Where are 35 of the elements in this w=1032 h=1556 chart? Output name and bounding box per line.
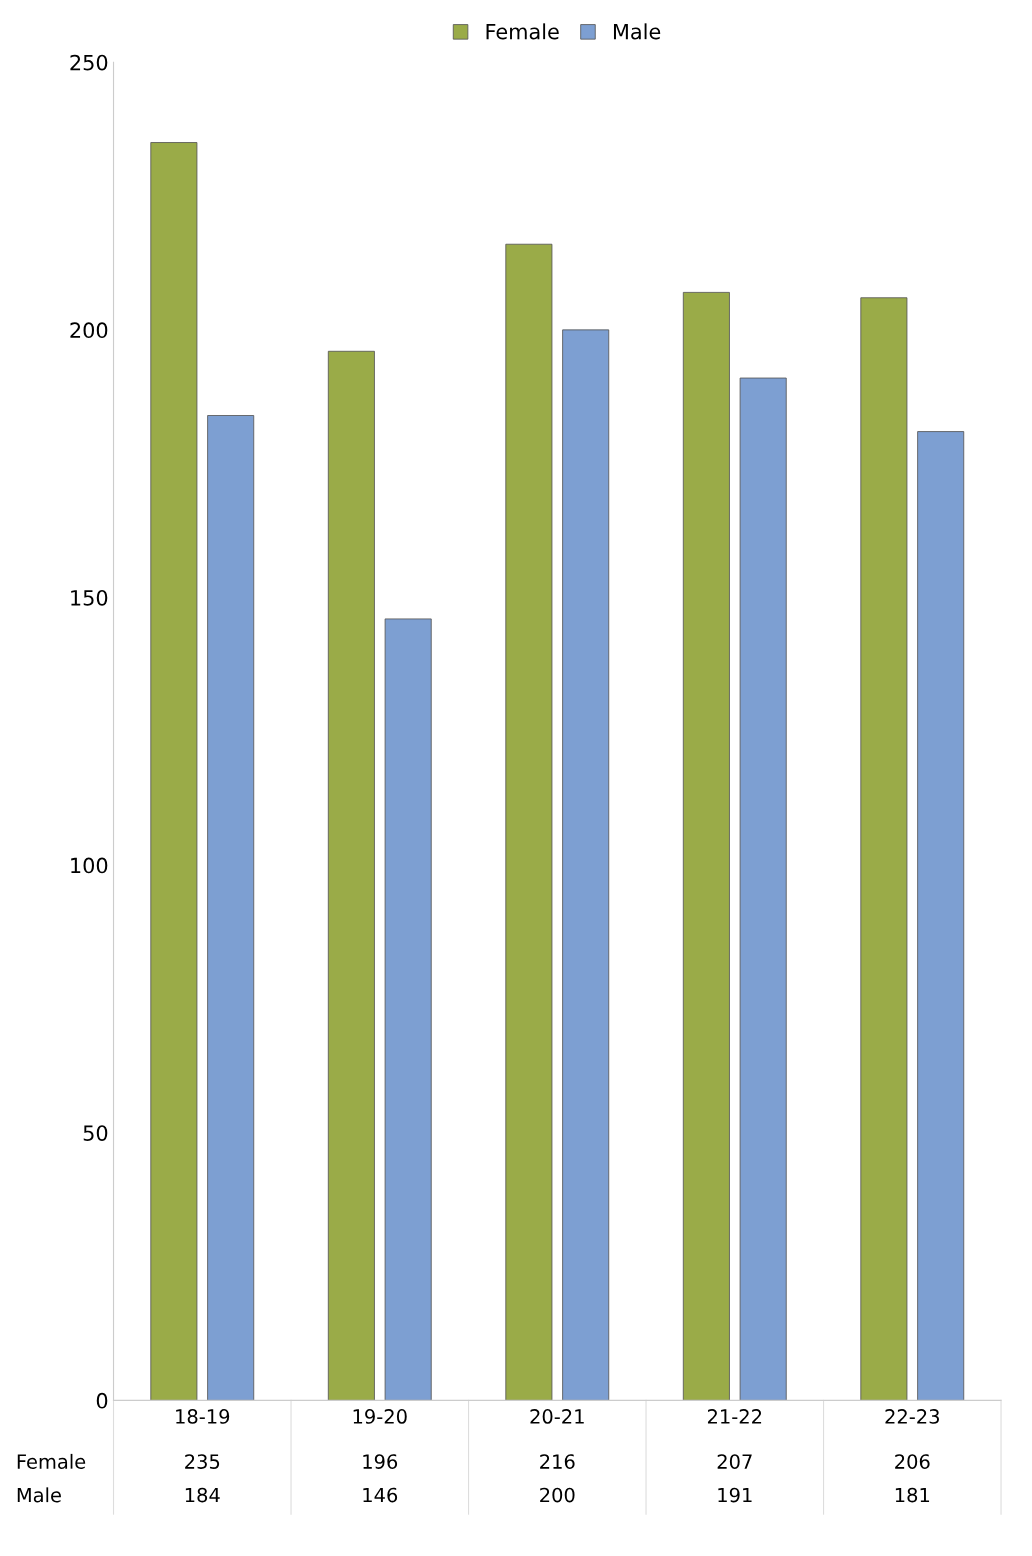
x-tick-label: 22-23 <box>885 1409 939 1424</box>
x-tick-label: 20-21 <box>530 1409 584 1424</box>
bar <box>682 291 730 1401</box>
data-label: 235 <box>185 1454 220 1469</box>
data-label: 191 <box>718 1487 752 1503</box>
text: Female <box>17 1453 86 1469</box>
bar <box>860 297 908 1401</box>
x-tick-label: 18-19 <box>176 1409 230 1424</box>
text: Male <box>17 1487 61 1503</box>
data-label: 196 <box>363 1454 398 1469</box>
bar <box>562 329 610 1401</box>
data-label: 216 <box>540 1454 575 1469</box>
bar <box>384 618 432 1401</box>
legend-label: Female <box>486 23 559 40</box>
legend-label: Male <box>613 23 661 40</box>
x-tick-label: 19-20 <box>353 1409 407 1424</box>
data-label: 184 <box>185 1487 220 1503</box>
y-tick-label: 250 <box>70 54 108 71</box>
y-tick-label: 100 <box>71 857 108 874</box>
bar <box>327 350 375 1401</box>
data-label: 181 <box>895 1487 930 1503</box>
bar <box>207 415 255 1401</box>
y-tick-label: 200 <box>70 322 108 339</box>
y-tick-label: 50 <box>83 1125 108 1141</box>
y-tick-label: 150 <box>71 589 108 606</box>
bar <box>505 243 553 1401</box>
y-tick-label: 0 <box>96 1392 108 1409</box>
bar <box>739 377 787 1401</box>
data-label: 146 <box>363 1487 398 1503</box>
data-label: 207 <box>717 1454 752 1469</box>
bar <box>150 142 198 1401</box>
bar <box>917 431 965 1401</box>
data-label: 206 <box>895 1454 930 1469</box>
data-label: 200 <box>540 1487 575 1503</box>
x-tick-label: 21-22 <box>707 1409 762 1424</box>
